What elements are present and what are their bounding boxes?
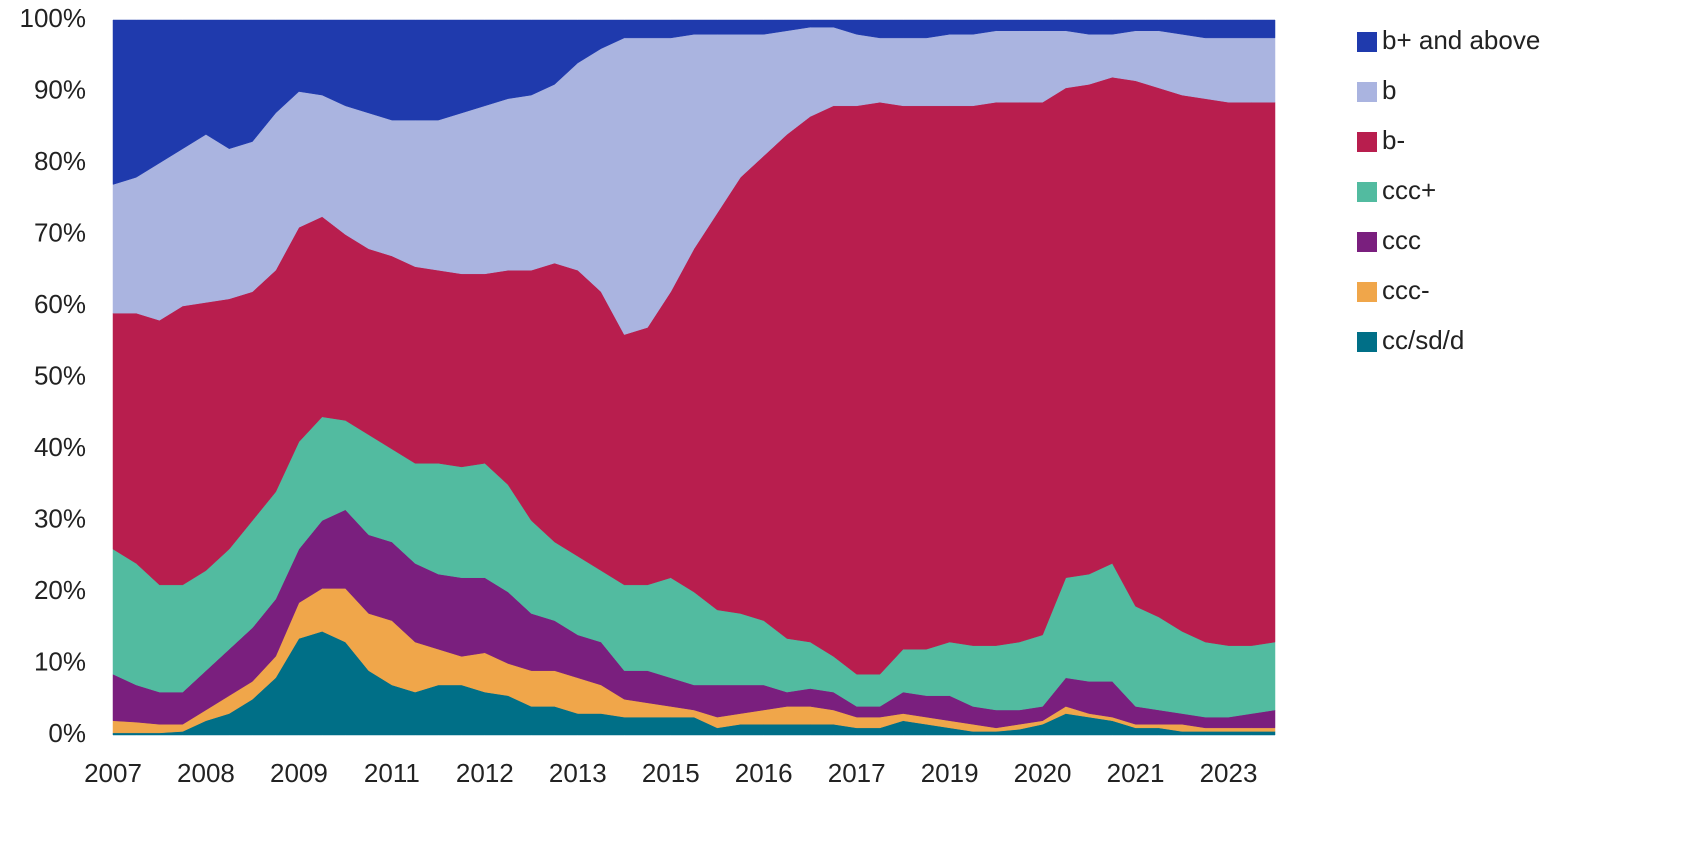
legend-label: cc/sd/d [1382, 325, 1464, 355]
legend-swatch [1357, 132, 1377, 152]
legend-swatch [1357, 232, 1377, 252]
legend-swatch [1357, 32, 1377, 52]
x-tick-label: 2007 [84, 758, 142, 788]
x-tick-label: 2020 [1014, 758, 1072, 788]
area [112, 19, 1276, 185]
legend-swatch [1357, 282, 1377, 302]
x-tick-label: 2013 [549, 758, 607, 788]
y-tick-label: 0% [48, 718, 86, 748]
y-tick-label: 60% [34, 289, 86, 319]
legend-label: b+ and above [1382, 25, 1540, 55]
legend-swatch [1357, 82, 1377, 102]
x-tick-label: 2016 [735, 758, 793, 788]
x-tick-label: 2019 [921, 758, 979, 788]
legend-swatch [1357, 332, 1377, 352]
y-tick-label: 50% [34, 360, 86, 390]
y-tick-label: 80% [34, 146, 86, 176]
legend-label: b [1382, 75, 1396, 105]
legend-swatch [1357, 182, 1377, 202]
y-tick-label: 30% [34, 503, 86, 533]
x-tick-label: 2015 [642, 758, 700, 788]
y-tick-label: 10% [34, 646, 86, 676]
legend-label: ccc- [1382, 275, 1430, 305]
legend-label: ccc+ [1382, 175, 1436, 205]
x-tick-label: 2017 [828, 758, 886, 788]
legend-label: b- [1382, 125, 1405, 155]
x-tick-label: 2023 [1200, 758, 1258, 788]
y-tick-label: 90% [34, 74, 86, 104]
x-tick-label: 2012 [456, 758, 514, 788]
x-tick-label: 2009 [270, 758, 328, 788]
y-tick-label: 20% [34, 575, 86, 605]
y-tick-label: 100% [20, 3, 87, 33]
y-tick-label: 70% [34, 217, 86, 247]
legend-label: ccc [1382, 225, 1421, 255]
y-tick-label: 40% [34, 432, 86, 462]
x-tick-label: 2008 [177, 758, 235, 788]
x-tick-label: 2011 [364, 758, 420, 788]
x-tick-label: 2021 [1107, 758, 1165, 788]
